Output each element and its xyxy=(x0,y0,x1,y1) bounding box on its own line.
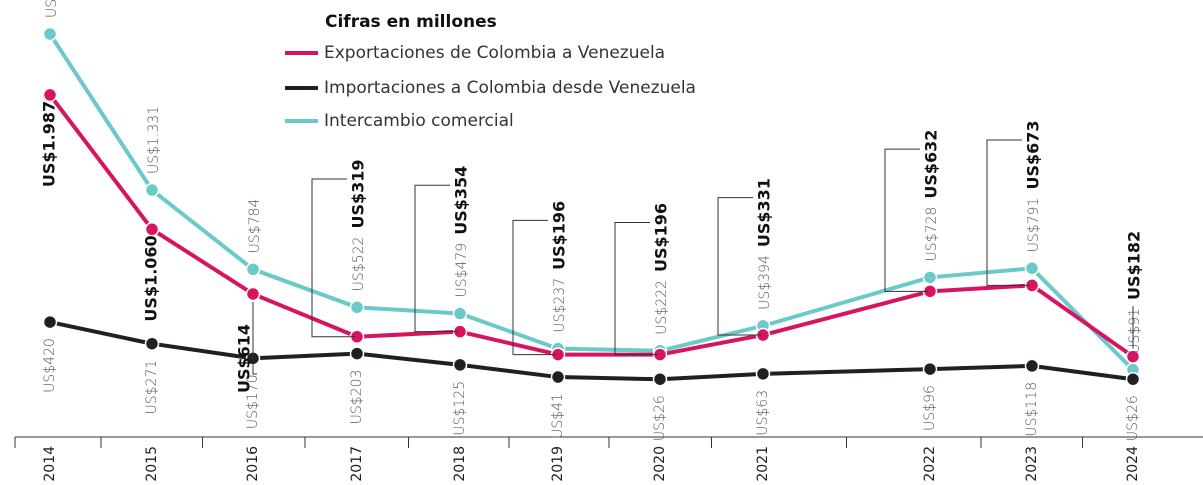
value-label: US$1.060 xyxy=(142,235,161,321)
leader-line xyxy=(986,139,1030,286)
value-label: US$222 xyxy=(654,280,670,335)
x-tick-label: 2023 xyxy=(1024,446,1040,482)
value-label: US$41 xyxy=(550,393,566,439)
leader-line xyxy=(252,301,257,375)
point xyxy=(245,262,261,277)
leader-line xyxy=(717,197,761,336)
leader-line xyxy=(614,222,658,356)
x-tick-label: 2019 xyxy=(550,446,566,482)
value-label: US$26 xyxy=(652,395,668,441)
point xyxy=(755,366,771,382)
value-label: US$26 xyxy=(1125,395,1141,441)
value-label: US$632 xyxy=(922,130,941,199)
leader-line xyxy=(311,178,355,338)
value-label: US$1.331 xyxy=(146,106,162,174)
x-tick-label: 2020 xyxy=(652,446,668,482)
point xyxy=(42,87,58,103)
value-label: US$728 xyxy=(924,207,940,262)
point xyxy=(349,300,365,315)
legend-label: Exportaciones de Colombia a Venezuela xyxy=(324,43,665,63)
leader-line xyxy=(414,184,458,333)
leader-line xyxy=(884,148,928,292)
value-label: US$1.987 xyxy=(40,101,59,187)
line xyxy=(48,93,1135,359)
point xyxy=(922,361,938,377)
point xyxy=(1125,349,1141,364)
legend-title: Cifras en millones xyxy=(325,12,497,32)
value-label: US$394 xyxy=(757,255,773,310)
value-label: US$125 xyxy=(452,381,468,436)
point xyxy=(349,346,365,361)
value-label: US$196 xyxy=(652,203,671,272)
value-label: US$2.407 xyxy=(44,0,60,18)
point xyxy=(452,306,468,321)
value-label: US$271 xyxy=(144,360,160,415)
value-label: US$203 xyxy=(349,370,365,425)
x-tick-label: 2015 xyxy=(144,446,160,482)
value-label: US$522 xyxy=(351,237,367,292)
value-label: US$614 xyxy=(235,324,254,393)
value-label: US$91 xyxy=(1127,308,1143,354)
value-label: US$479 xyxy=(454,243,470,298)
x-tick-label: 2024 xyxy=(1125,446,1141,482)
x-tick-label: 2022 xyxy=(922,446,938,482)
value-label: US$182 xyxy=(1125,231,1144,300)
x-tick-label: 2017 xyxy=(349,446,365,482)
legend-label: Importaciones a Colombia desde Venezuela xyxy=(324,78,696,98)
value-label: US$354 xyxy=(452,166,471,235)
point xyxy=(452,357,468,373)
leader-line xyxy=(512,219,556,356)
point xyxy=(144,336,160,351)
point xyxy=(652,371,668,387)
x-tick-label: 2018 xyxy=(452,446,468,482)
value-label: US$170 xyxy=(245,374,261,429)
point xyxy=(42,26,58,42)
value-label: US$63 xyxy=(755,390,771,436)
value-label: US$331 xyxy=(755,178,774,247)
x-tick-label: 2014 xyxy=(42,446,58,482)
x-tick-label: 2021 xyxy=(755,446,771,482)
point xyxy=(42,314,58,330)
point xyxy=(550,369,566,385)
point xyxy=(144,182,160,198)
point xyxy=(922,270,938,285)
point xyxy=(1024,358,1040,374)
value-label: US$319 xyxy=(349,160,368,229)
value-label: US$118 xyxy=(1024,382,1040,437)
value-label: US$237 xyxy=(552,278,568,333)
value-label: US$196 xyxy=(550,201,569,270)
value-label: US$784 xyxy=(247,199,263,254)
point xyxy=(1024,261,1040,276)
value-label: US$420 xyxy=(42,338,58,393)
value-label: US$791 xyxy=(1026,198,1042,253)
point xyxy=(144,222,160,237)
legend-label: Intercambio comercial xyxy=(324,111,514,131)
x-tick-label: 2016 xyxy=(245,446,261,482)
point xyxy=(245,286,261,302)
value-label: US$673 xyxy=(1024,120,1043,189)
value-label: US$96 xyxy=(922,385,938,431)
point xyxy=(1125,371,1141,387)
